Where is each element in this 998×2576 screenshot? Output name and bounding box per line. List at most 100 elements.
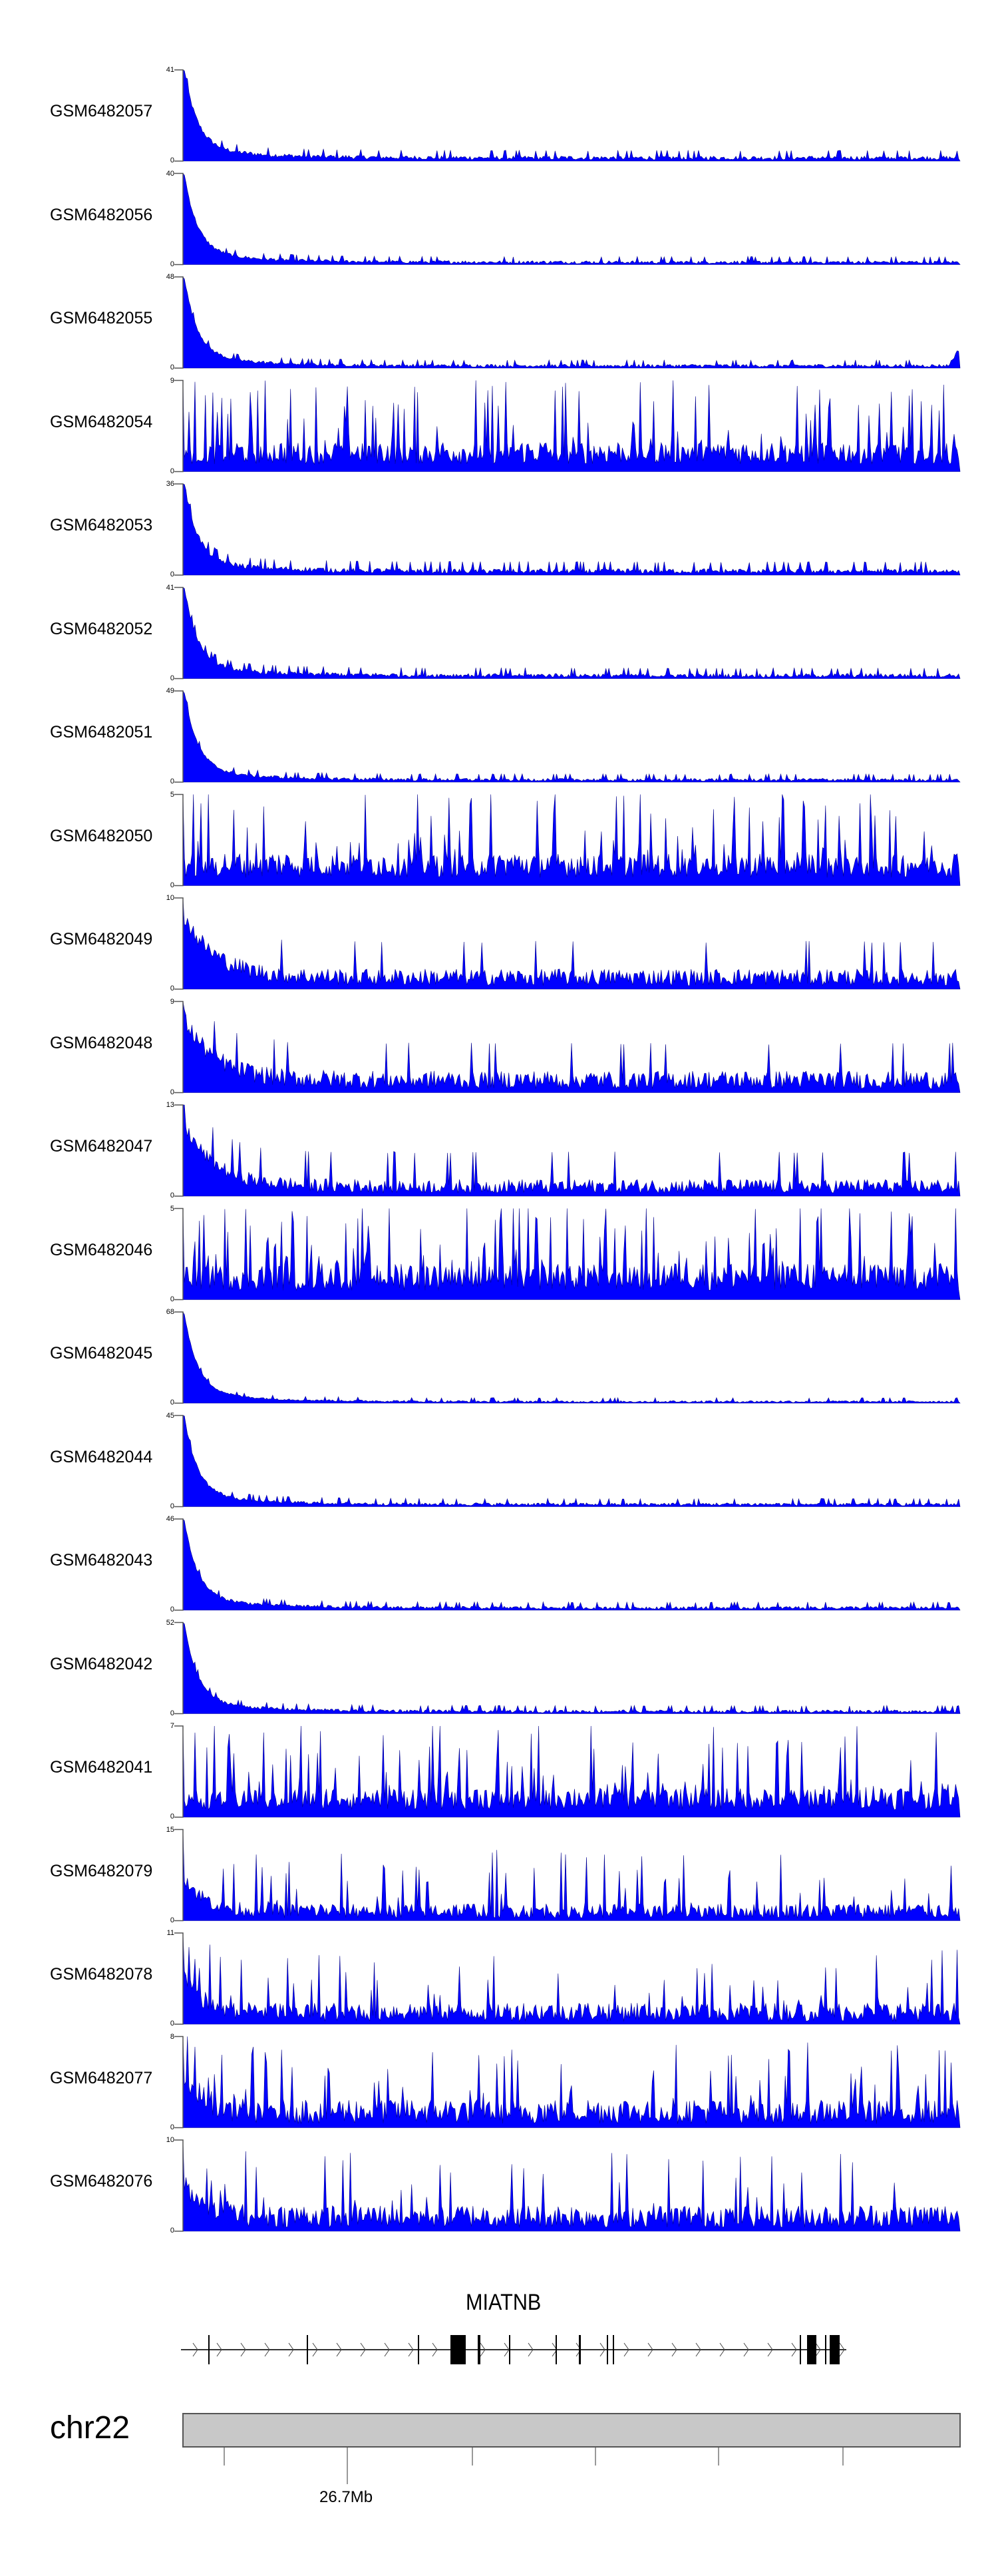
track-label: GSM6482043 (50, 1551, 153, 1570)
strand-arrow-icon (240, 2342, 246, 2357)
y-max-label: 52 (166, 1618, 174, 1627)
signal-area (182, 794, 961, 886)
y-axis (174, 69, 184, 162)
strand-arrow-icon (432, 2342, 438, 2357)
signal-area (182, 1415, 961, 1507)
y-max-label: 41 (166, 583, 174, 592)
signal-area (182, 1725, 961, 1818)
strand-arrow-icon (767, 2342, 773, 2357)
signal-area (182, 483, 961, 576)
strand-arrow-icon (216, 2342, 222, 2357)
track-label: GSM6482041 (50, 1758, 153, 1777)
y-max-label: 68 (166, 1308, 174, 1316)
track-label: GSM6482056 (50, 205, 153, 224)
exon (825, 2335, 826, 2364)
exon (307, 2335, 308, 2364)
y-min-label: 0 (170, 2227, 174, 2235)
signal-area (182, 1518, 961, 1611)
track-label: GSM6482055 (50, 309, 153, 327)
track-label: GSM6482045 (50, 1344, 153, 1363)
signal-area (182, 172, 961, 265)
strand-arrow-icon (312, 2342, 318, 2357)
track-label: GSM6482046 (50, 1240, 153, 1259)
y-max-label: 7 (170, 1722, 174, 1730)
y-axis (174, 1518, 184, 1611)
strand-arrow-icon (480, 2342, 486, 2357)
signal-area (182, 1621, 961, 1714)
y-max-label: 45 (166, 1411, 174, 1420)
strand-arrow-icon (671, 2342, 677, 2357)
y-axis (174, 1104, 184, 1197)
track-label: GSM6482076 (50, 2172, 153, 2191)
y-axis (174, 483, 184, 576)
strand-arrow-icon (695, 2342, 701, 2357)
y-axis (174, 1000, 184, 1094)
y-axis (174, 897, 184, 990)
y-min-label: 0 (170, 156, 174, 164)
y-min-label: 0 (170, 881, 174, 889)
y-max-label: 49 (166, 687, 174, 695)
signal-area (182, 2139, 961, 2232)
strand-arrow-icon (647, 2342, 653, 2357)
strand-arrow-icon (719, 2342, 725, 2357)
y-axis (174, 2036, 184, 2129)
y-axis (174, 586, 184, 680)
track-label: GSM6482051 (50, 723, 153, 742)
exon (830, 2335, 840, 2364)
y-max-label: 15 (166, 1825, 174, 1834)
strand-arrow-icon (839, 2342, 845, 2357)
strand-arrow-icon (360, 2342, 366, 2357)
strand-arrow-icon (336, 2342, 342, 2357)
track-label: GSM6482052 (50, 619, 153, 638)
exon (450, 2335, 466, 2364)
strand-arrow-icon (528, 2342, 534, 2357)
y-min-label: 0 (170, 674, 174, 682)
y-min-label: 0 (170, 1502, 174, 1510)
signal-area (182, 276, 961, 369)
exon (807, 2335, 816, 2364)
y-max-label: 11 (166, 1929, 174, 1937)
y-axis (174, 1621, 184, 1715)
y-axis (174, 1207, 184, 1301)
strand-arrow-icon (599, 2342, 605, 2357)
y-min-label: 0 (170, 363, 174, 371)
chromosome-ideogram (182, 2413, 961, 2448)
y-max-label: 5 (170, 1204, 174, 1213)
signal-area (182, 897, 961, 990)
y-axis (174, 1828, 184, 1922)
y-min-label: 0 (170, 467, 174, 475)
track-label: GSM6482049 (50, 930, 153, 949)
y-max-label: 9 (170, 997, 174, 1006)
strand-arrow-icon (408, 2342, 414, 2357)
y-min-label: 0 (170, 2020, 174, 2028)
y-min-label: 0 (170, 1606, 174, 1613)
y-max-label: 36 (166, 480, 174, 488)
y-axis (174, 2139, 184, 2232)
signal-area (182, 1311, 961, 1404)
strand-arrow-icon (384, 2342, 390, 2357)
track-label: GSM6482057 (50, 102, 153, 120)
y-min-label: 0 (170, 1088, 174, 1096)
exon (613, 2335, 614, 2364)
exon (509, 2335, 510, 2364)
strand-arrow-icon (623, 2342, 629, 2357)
track-label: GSM6482047 (50, 1137, 153, 1156)
signal-area (182, 1829, 961, 1921)
axis-tick-label: 26.7Mb (319, 2488, 373, 2506)
y-max-label: 13 (166, 1101, 174, 1109)
y-axis (174, 1725, 184, 1818)
y-min-label: 0 (170, 777, 174, 785)
y-axis (174, 1932, 184, 2025)
track-label: GSM6482053 (50, 516, 153, 535)
y-min-label: 0 (170, 1295, 174, 1303)
y-axis (174, 276, 184, 369)
track-label: GSM6482050 (50, 826, 153, 845)
chromosome-label: chr22 (50, 2410, 130, 2446)
y-max-label: 40 (166, 169, 174, 178)
signal-area (182, 1001, 961, 1093)
strand-arrow-icon (192, 2342, 198, 2357)
track-label: GSM6482079 (50, 1861, 153, 1880)
signal-area (182, 69, 961, 162)
signal-area (182, 380, 961, 472)
